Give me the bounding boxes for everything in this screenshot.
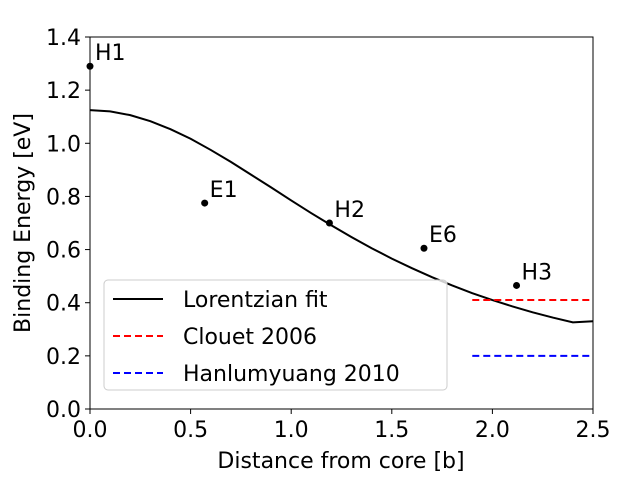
x-tick-label: 1.5 [374, 418, 409, 443]
y-tick-label: 0.2 [46, 345, 81, 370]
data-point [513, 281, 521, 289]
legend-label-clouet: Clouet 2006 [183, 325, 317, 350]
x-axis-label: Distance from core [b] [217, 449, 464, 474]
plot-frame [89, 36, 594, 410]
x-tick-label: 2.5 [576, 418, 611, 443]
y-tick-label: 1.4 [46, 26, 81, 51]
y-tick-label: 0.8 [46, 185, 81, 210]
legend-box [103, 279, 448, 391]
legend-label-hanlumyuang: Hanlumyuang 2010 [183, 362, 400, 387]
x-tick-label: 0.0 [73, 418, 108, 443]
data-point [420, 244, 428, 252]
data-point-label: H3 [522, 260, 553, 285]
y-tick-label: 1.2 [46, 79, 81, 104]
ticks-layer: 0.0 0.5 1.0 1.5 2.0 2.5 0.0 0.2 0.4 0.6 0.8 1.0 1.2 1… [46, 26, 611, 443]
data-point-label: H2 [334, 198, 365, 223]
x-tick-label: 1.0 [274, 418, 309, 443]
data-point-label: E6 [429, 223, 457, 248]
plot-layer: H1 E1 H2 E6 H3 [86, 41, 594, 357]
x-tick-label: 2.0 [475, 418, 510, 443]
y-tick-label: 0.4 [46, 292, 81, 317]
y-tick-label: 1.0 [46, 132, 81, 157]
data-point-label: E1 [210, 178, 238, 203]
y-tick-label: 0.0 [46, 398, 81, 423]
legend-label-lorentzian: Lorentzian fit [183, 288, 328, 313]
series-line-0 [89, 109, 594, 324]
legend: Lorentzian fit Clouet 2006 Hanlumyuang 2… [103, 279, 448, 391]
data-point [325, 219, 333, 227]
y-axis-label: Binding Energy [eV] [11, 113, 36, 333]
data-point-label: H1 [95, 41, 126, 66]
y-tick-label: 0.6 [46, 239, 81, 264]
data-point [201, 199, 209, 207]
x-tick-label: 0.5 [173, 418, 208, 443]
